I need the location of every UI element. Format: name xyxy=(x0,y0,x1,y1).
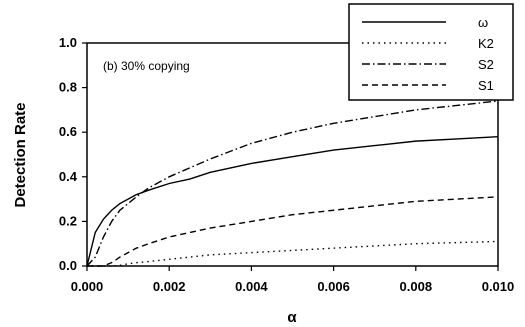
y-ticks: 0.0 0.2 0.4 0.6 0.8 1.0 xyxy=(59,35,87,273)
x-tick-label: 0.000 xyxy=(71,279,104,294)
legend-entries: ω K2 S2 S1 xyxy=(362,15,494,93)
y-tick-label: 0.2 xyxy=(59,213,77,228)
x-tick-label: 0.006 xyxy=(317,279,350,294)
plot-frame xyxy=(86,42,499,267)
x-tick-label: 0.002 xyxy=(153,279,186,294)
y-tick-label: 0.4 xyxy=(59,169,78,184)
legend: ω K2 S2 S1 xyxy=(348,3,514,101)
legend-label-0: ω xyxy=(478,15,488,30)
y-axis-title: Detection Rate xyxy=(12,102,29,207)
series-line-3 xyxy=(87,196,499,267)
series-line-2 xyxy=(86,100,499,267)
chart-annotation: (b) 30% copying xyxy=(103,59,190,73)
x-tick-label: 0.008 xyxy=(400,279,433,294)
legend-label-2: S2 xyxy=(478,57,494,72)
series-line-0 xyxy=(86,135,499,267)
series-layer xyxy=(86,100,499,267)
legend-box xyxy=(348,3,514,101)
y-tick-label: 0.0 xyxy=(59,258,77,273)
x-axis-title: α xyxy=(287,309,297,326)
series-line-1 xyxy=(87,240,499,267)
y-tick-label: 1.0 xyxy=(59,35,77,50)
legend-label-3: S1 xyxy=(478,78,494,93)
y-tick-label: 0.8 xyxy=(59,80,77,95)
x-tick-label: 0.004 xyxy=(235,279,268,294)
legend-label-1: K2 xyxy=(478,36,494,51)
x-ticks: 0.000 0.002 0.004 0.006 0.008 0.010 xyxy=(71,266,515,294)
y-tick-label: 0.6 xyxy=(59,124,77,139)
x-tick-label: 0.010 xyxy=(482,279,515,294)
plot-area: 0.00.20.40.60.81.0 0.000 0.002 0.004 0.006 0… xyxy=(59,35,514,294)
